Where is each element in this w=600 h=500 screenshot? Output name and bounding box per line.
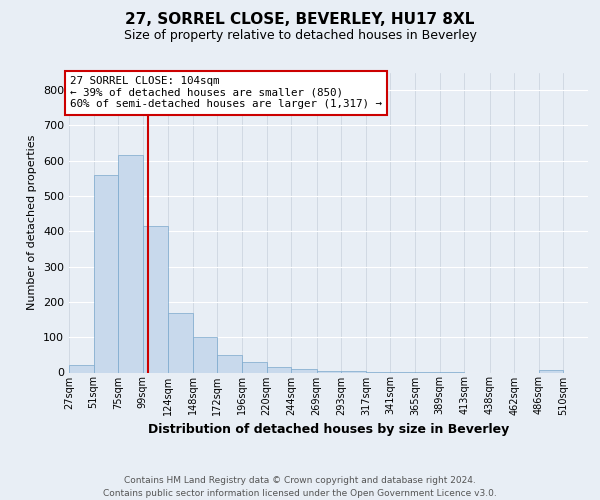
Bar [168, 312, 193, 372]
Bar [94, 175, 118, 372]
Bar [143, 226, 168, 372]
Text: Distribution of detached houses by size in Beverley: Distribution of detached houses by size … [148, 422, 509, 436]
Text: Contains HM Land Registry data © Crown copyright and database right 2024.: Contains HM Land Registry data © Crown c… [124, 476, 476, 485]
Bar [266, 367, 291, 372]
Y-axis label: Number of detached properties: Number of detached properties [28, 135, 37, 310]
Bar [193, 337, 217, 372]
Bar [317, 370, 341, 372]
Bar [242, 362, 266, 372]
Bar [118, 156, 143, 372]
Bar [69, 366, 94, 372]
Bar [539, 370, 563, 372]
Text: 27, SORREL CLOSE, BEVERLEY, HU17 8XL: 27, SORREL CLOSE, BEVERLEY, HU17 8XL [125, 12, 475, 28]
Bar [217, 355, 242, 372]
Text: Contains public sector information licensed under the Open Government Licence v3: Contains public sector information licen… [103, 489, 497, 498]
Text: Size of property relative to detached houses in Beverley: Size of property relative to detached ho… [124, 29, 476, 42]
Bar [291, 369, 317, 372]
Text: 27 SORREL CLOSE: 104sqm
← 39% of detached houses are smaller (850)
60% of semi-d: 27 SORREL CLOSE: 104sqm ← 39% of detache… [70, 76, 382, 109]
